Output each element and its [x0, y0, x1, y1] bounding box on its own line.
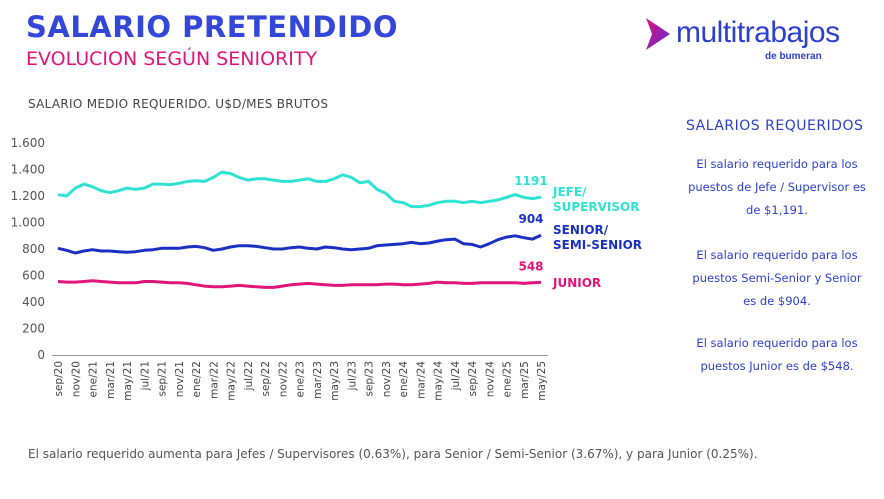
series-line — [57, 170, 542, 209]
y-tick-label: 600 — [22, 269, 45, 283]
x-tick-label: ene/21 — [88, 361, 100, 397]
y-tick-label: 800 — [22, 242, 45, 256]
x-tick-label: sep/22 — [260, 361, 272, 397]
x-tick-label: sep/21 — [157, 361, 169, 397]
x-tick-label: sep/20 — [53, 361, 65, 397]
y-tick-label: 1.600 — [11, 136, 45, 150]
x-tick-label: mar/23 — [312, 361, 324, 399]
side-paragraph: El salario requerido para los puestos Ju… — [696, 336, 858, 373]
y-tick-label: 1.000 — [11, 216, 45, 230]
x-tick-label: may/21 — [122, 361, 134, 401]
legend-label: SENIOR/ SEMI-SENIOR — [553, 223, 643, 253]
y-tick-label: 200 — [22, 322, 45, 336]
x-tick-label: jul/22 — [243, 361, 255, 391]
side-paragraph: El salario requerido para los puestos de… — [688, 157, 866, 217]
end-value-label: 548 — [518, 259, 543, 273]
y-tick-label: 400 — [22, 295, 45, 309]
x-tick-label: nov/24 — [484, 361, 496, 398]
x-tick-label: may/22 — [226, 361, 238, 401]
y-tick-label: 1.200 — [11, 189, 45, 203]
x-tick-label: sep/23 — [364, 361, 376, 397]
x-tick-label: may/24 — [433, 361, 445, 401]
logo-text: multitrabajos — [676, 16, 840, 49]
x-tick-label: nov/22 — [277, 361, 289, 397]
x-tick-label: mar/21 — [105, 361, 117, 399]
x-tick-label: mar/22 — [208, 361, 220, 399]
x-tick-label: sep/24 — [467, 361, 479, 397]
x-tick-label: may/23 — [329, 361, 341, 401]
end-value-label: 1191 — [514, 174, 547, 188]
x-tick-label: ene/25 — [502, 361, 514, 397]
logo-tagline: de bumeran — [765, 51, 822, 62]
legend-label: JEFE/ SUPERVISOR — [553, 185, 640, 215]
side-paragraph: El salario requerido para los puestos Se… — [692, 248, 862, 308]
side-title: SALARIOS REQUERIDOS — [686, 118, 864, 134]
x-tick-label: jul/21 — [139, 361, 151, 391]
title: SALARIO PRETENDIDO — [26, 10, 398, 44]
logo-icon — [646, 18, 670, 50]
x-tick-label: nov/23 — [381, 361, 393, 397]
x-tick-label: mar/25 — [519, 361, 531, 399]
y-tick-label: 1.400 — [11, 163, 45, 177]
chart: 0 200 400 600 800 1.000 1.200 1.400 1.600 sep/20 n… — [11, 136, 548, 401]
footer-note: El salario requerido aumenta para Jefes … — [28, 447, 758, 461]
legend-label: JUNIOR — [553, 276, 602, 291]
x-tick-label: mar/24 — [415, 361, 427, 399]
x-tick-label: nov/21 — [174, 361, 186, 397]
series-line — [57, 279, 542, 289]
end-value-label: 904 — [518, 212, 543, 226]
y-tick-label: 0 — [37, 348, 45, 362]
x-tick-label: ene/23 — [295, 361, 307, 397]
x-tick-label: ene/22 — [191, 361, 203, 397]
x-tick-label: jul/23 — [346, 361, 358, 391]
subtitle: EVOLUCION SEGÚN SENIORITY — [26, 48, 318, 70]
series-line — [57, 233, 542, 255]
y-axis-label: SALARIO MEDIO REQUERIDO. U$D/MES BRUTOS — [28, 97, 329, 111]
x-tick-label: nov/20 — [70, 361, 82, 397]
x-tick-label: jul/24 — [450, 361, 462, 392]
x-tick-label: may/25 — [536, 361, 548, 401]
x-tick-label: ene/24 — [398, 361, 410, 398]
